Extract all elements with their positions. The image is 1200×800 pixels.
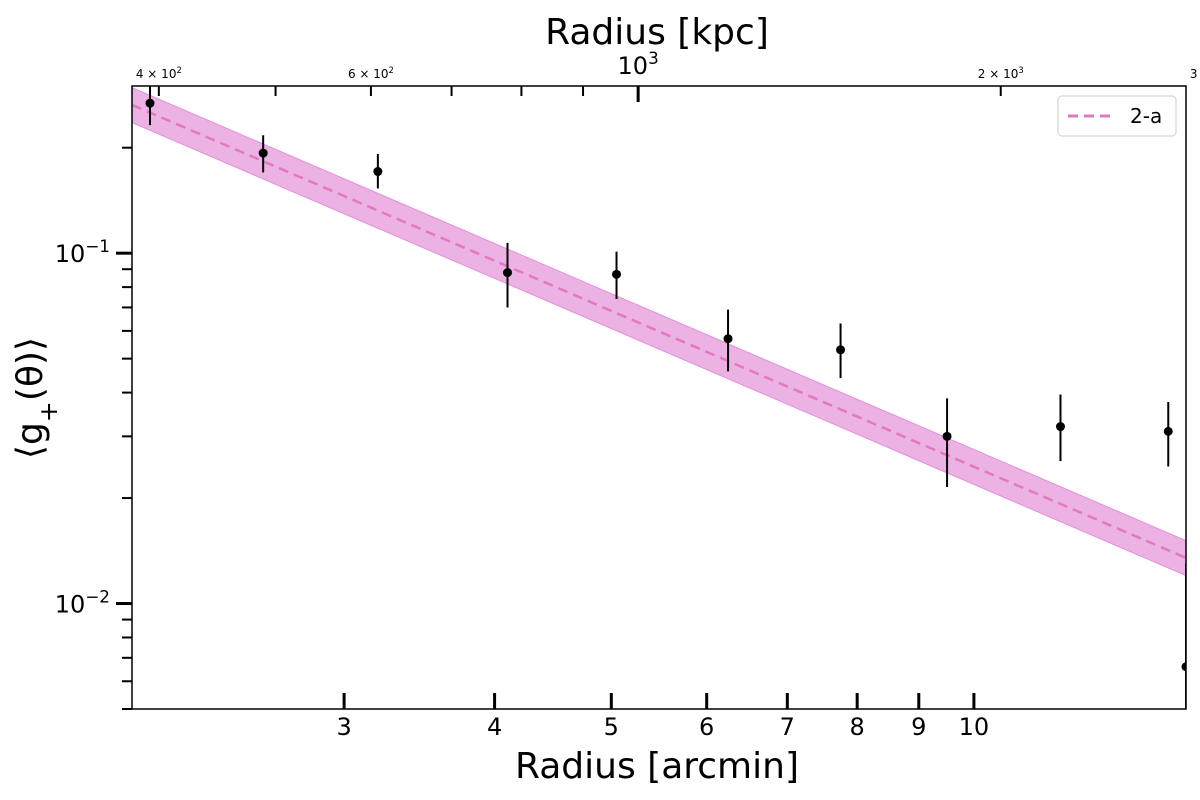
top-tick-label: 4 × 102 bbox=[136, 65, 182, 81]
x-tick-label: 4 bbox=[487, 713, 502, 741]
y-tick-label: 10−2 bbox=[55, 587, 110, 619]
data-point bbox=[942, 431, 952, 441]
model-band bbox=[132, 87, 1186, 577]
x-axis-title: Radius [arcmin] bbox=[515, 746, 799, 787]
axis-ticks: 3 4 5 6 7 8 9 10 4 × 102 6 × 102 103 2 × 103 3 × 103… bbox=[55, 48, 1200, 741]
data-point bbox=[258, 148, 268, 158]
legend-box bbox=[1057, 95, 1177, 137]
top-tick-label: 6 × 102 bbox=[348, 65, 394, 81]
top-tick-label: 2 × 103 bbox=[978, 65, 1024, 81]
data-point bbox=[1181, 662, 1186, 672]
data-point bbox=[836, 345, 846, 355]
plot-area bbox=[132, 86, 1186, 709]
y-axis-title: ⟨g+(θ)⟩ bbox=[10, 337, 63, 459]
top-axis-title: Radius [kpc] bbox=[545, 12, 769, 53]
plot-frame bbox=[131, 85, 1187, 710]
x-tick-label: 7 bbox=[780, 713, 795, 741]
top-tick-label: 103 bbox=[618, 48, 659, 80]
data-point bbox=[373, 167, 383, 177]
x-tick-label: 9 bbox=[911, 713, 926, 741]
data-point bbox=[612, 269, 622, 279]
y-tick-label: 10−1 bbox=[55, 236, 110, 268]
x-tick-label: 3 bbox=[336, 713, 351, 741]
x-tick-label: 10 bbox=[959, 713, 990, 741]
data-point bbox=[1163, 426, 1173, 436]
data-point bbox=[723, 334, 733, 344]
data-point bbox=[1055, 422, 1065, 432]
plot-content bbox=[132, 86, 1186, 709]
x-tick-label: 6 bbox=[699, 713, 714, 741]
x-tick-label: 8 bbox=[850, 713, 865, 741]
legend: 2-a bbox=[1057, 95, 1177, 137]
legend-label-2-a: 2-a bbox=[1130, 104, 1162, 128]
data-point bbox=[503, 268, 513, 278]
data-point bbox=[145, 98, 155, 108]
x-tick-label: 5 bbox=[604, 713, 619, 741]
top-tick-label: 3 × 103 bbox=[1190, 65, 1200, 81]
